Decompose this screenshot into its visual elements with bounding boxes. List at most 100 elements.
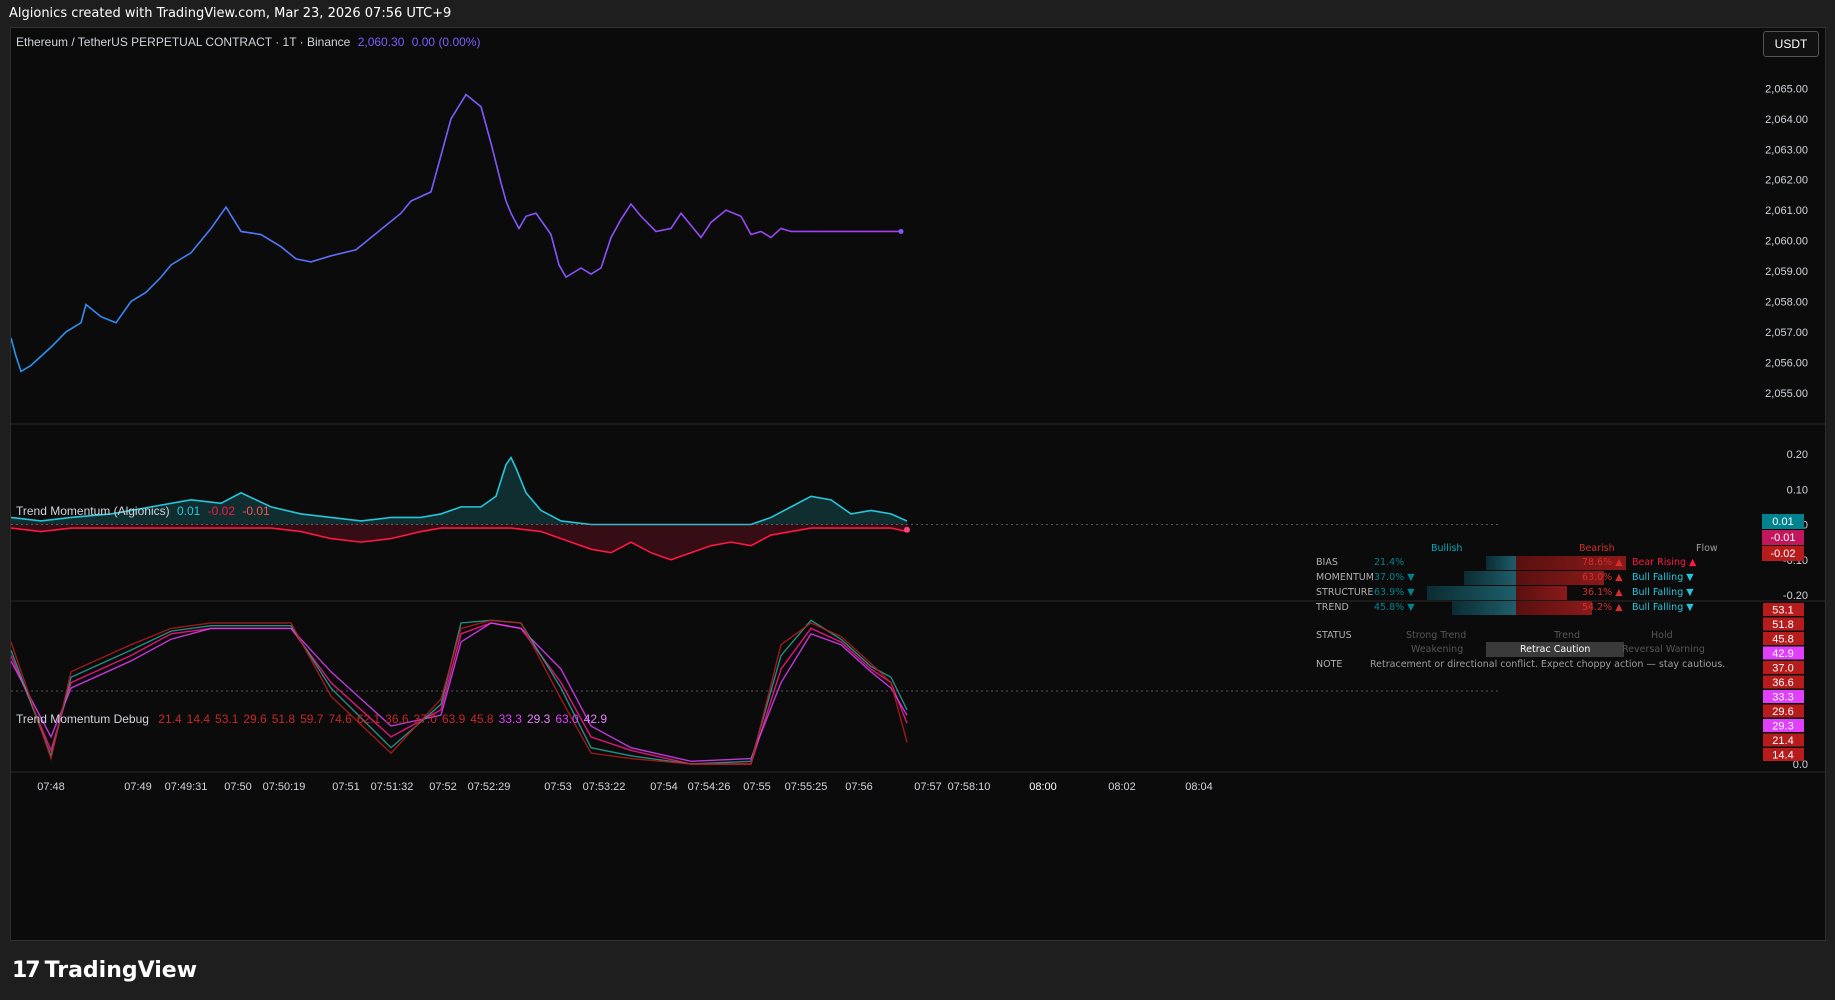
debug-badge-text: 36.6 [1772, 677, 1793, 689]
debug-badge-text: 45.8 [1772, 634, 1793, 646]
status-option: Trend [1554, 630, 1580, 641]
debug-value: 53.1 [215, 712, 239, 726]
debug-value: 51.8 [271, 712, 296, 726]
debug-value-badge [1763, 690, 1804, 703]
debug-value: 29.6 [243, 712, 267, 726]
last-price-dot [898, 228, 904, 234]
momentum-line [11, 527, 908, 561]
symbol-title[interactable]: Ethereum / TetherUS PERPETUAL CONTRACT ·… [16, 35, 351, 49]
chart-area[interactable]: 2,065.00 2,064.00 2,063.00 2,062.00 2,061.00… [10, 27, 1826, 941]
debug-value: 29.3 [526, 712, 551, 726]
row-flow: Bull Falling ▼ [1632, 602, 1694, 613]
debug-value: 37.0 [413, 712, 437, 726]
debug-value: 45.8 [470, 712, 494, 726]
brand-name: TradingView [44, 958, 198, 983]
time-axis-tick: 08:02 [1108, 781, 1136, 793]
debug-value-badge [1763, 632, 1804, 645]
time-axis-tick: 07:48 [37, 781, 65, 793]
time-axis-tick: 08:00 [1029, 781, 1057, 793]
time-axis-tick: 07:54 [650, 781, 678, 793]
row-flow: Bull Falling ▼ [1632, 587, 1694, 598]
time-axis-tick: 07:56 [845, 781, 873, 793]
debug-value: 63.9 [441, 712, 466, 726]
debug-line [11, 622, 908, 762]
time-axis-tick: 07:50 [224, 781, 252, 793]
price-change: 0.00 (0.00%) [411, 35, 481, 49]
momentum-line [11, 455, 908, 526]
debug-value-badge [1763, 617, 1804, 631]
debug-badge-text: 29.6 [1772, 706, 1793, 718]
row-bull-pct: 63.9% ▼ [1374, 587, 1415, 598]
chart-canvas[interactable]: 2,065.00 2,064.00 2,063.00 2,062.00 2,061.00… [11, 28, 1825, 940]
debug-value-badge [1763, 704, 1804, 718]
row-label: BIAS [1316, 557, 1338, 568]
status-option: Reversal Warning [1622, 644, 1705, 655]
status-option: Weakening [1411, 644, 1464, 655]
status-label: STATUS [1316, 630, 1352, 641]
time-axis-tick: 07:54:26 [688, 781, 731, 793]
price-axis-tick: 2,061.00 [1765, 205, 1808, 217]
momentum-title[interactable]: Trend Momentum (Algionics) [16, 504, 170, 518]
header-flow: Flow [1696, 543, 1718, 554]
debug-badge-text: 53.1 [1772, 605, 1793, 617]
row-label: TREND [1316, 602, 1349, 613]
price-axis-tick: 2,065.00 [1765, 83, 1808, 95]
momentum-value-badge [1762, 514, 1804, 529]
time-axis-tick: 07:50:19 [263, 781, 306, 793]
momentum-badge-text: -0.01 [1770, 532, 1795, 544]
status-option: Retrac Caution [1486, 642, 1625, 657]
debug-value: 21.4 [158, 712, 182, 726]
price-line [11, 93, 901, 373]
row-bull-pct: 21.4% [1374, 557, 1405, 568]
row-bear-pct: 63.0% ▲ [1582, 572, 1623, 583]
debug-value: 62.1 [356, 712, 381, 726]
time-axis-tick: 07:49:31 [165, 781, 208, 793]
debug-value-badge [1763, 661, 1804, 674]
momentum-value-3: -0.01 [242, 504, 270, 518]
price-axis-tick: 2,056.00 [1765, 357, 1808, 369]
momentum-legend[interactable]: Trend Momentum (Algionics) 0.01 -0.02 -0… [16, 504, 270, 518]
time-axis-tick: 07:51:32 [371, 781, 414, 793]
debug-legend[interactable]: Trend Momentum Debug 21.4 14.4 53.1 29.6 51.… [16, 712, 612, 726]
debug-badge-text: 51.8 [1772, 619, 1793, 631]
note-label: NOTE [1316, 659, 1343, 670]
tradingview-brand[interactable]: 17 TradingView [12, 958, 197, 983]
price-axis-tick: 2,058.00 [1765, 296, 1808, 308]
time-axis-tick: 07:53:22 [583, 781, 626, 793]
time-axis-tick: 07:52:29 [468, 781, 511, 793]
bear-bar [1516, 601, 1592, 615]
bull-bar [1486, 556, 1516, 570]
header-title: Algionics created with TradingView.com, … [9, 6, 452, 21]
row-flow: Bull Falling ▼ [1632, 572, 1694, 583]
header-bearish: Bearish [1579, 543, 1615, 554]
debug-title[interactable]: Trend Momentum Debug [16, 712, 149, 726]
debug-value-badge [1763, 603, 1804, 616]
price-axis-tick: 2,062.00 [1765, 175, 1808, 187]
bull-bar [1426, 586, 1516, 600]
row-bear-pct: 54.2% ▲ [1582, 602, 1623, 613]
time-axis-tick: 07:55:25 [785, 781, 828, 793]
debug-value: 14.4 [186, 712, 211, 726]
note-text: Retracement or directional conflict. Exp… [1370, 659, 1726, 670]
row-bear-pct: 78.6% ▲ [1582, 557, 1623, 568]
debug-badge-text: 33.3 [1772, 692, 1793, 704]
status-option: Hold [1651, 630, 1673, 641]
debug-value-badge [1763, 675, 1804, 689]
time-axis-tick: 07:53 [544, 781, 572, 793]
debug-value-badge [1763, 748, 1804, 761]
debug-value-badge [1763, 719, 1804, 732]
price-axis-tick: 2,059.00 [1765, 266, 1808, 278]
price-axis-tick: 2,055.00 [1765, 388, 1808, 400]
row-label: MOMENTUM [1316, 572, 1374, 583]
debug-badge-text: 21.4 [1772, 735, 1793, 747]
main-legend[interactable]: Ethereum / TetherUS PERPETUAL CONTRACT ·… [16, 35, 480, 49]
momentum-dot [904, 526, 910, 533]
momentum-axis-tick: -0.20 [1783, 590, 1808, 602]
header-bullish: Bullish [1431, 543, 1463, 554]
currency-button[interactable]: USDT [1763, 31, 1819, 57]
momentum-axis-tick: 0.10 [1787, 484, 1808, 496]
time-axis-tick: 07:55 [743, 781, 771, 793]
debug-value-badge [1763, 733, 1804, 747]
debug-value: 33.3 [498, 712, 522, 726]
momentum-value-badge [1762, 546, 1804, 561]
